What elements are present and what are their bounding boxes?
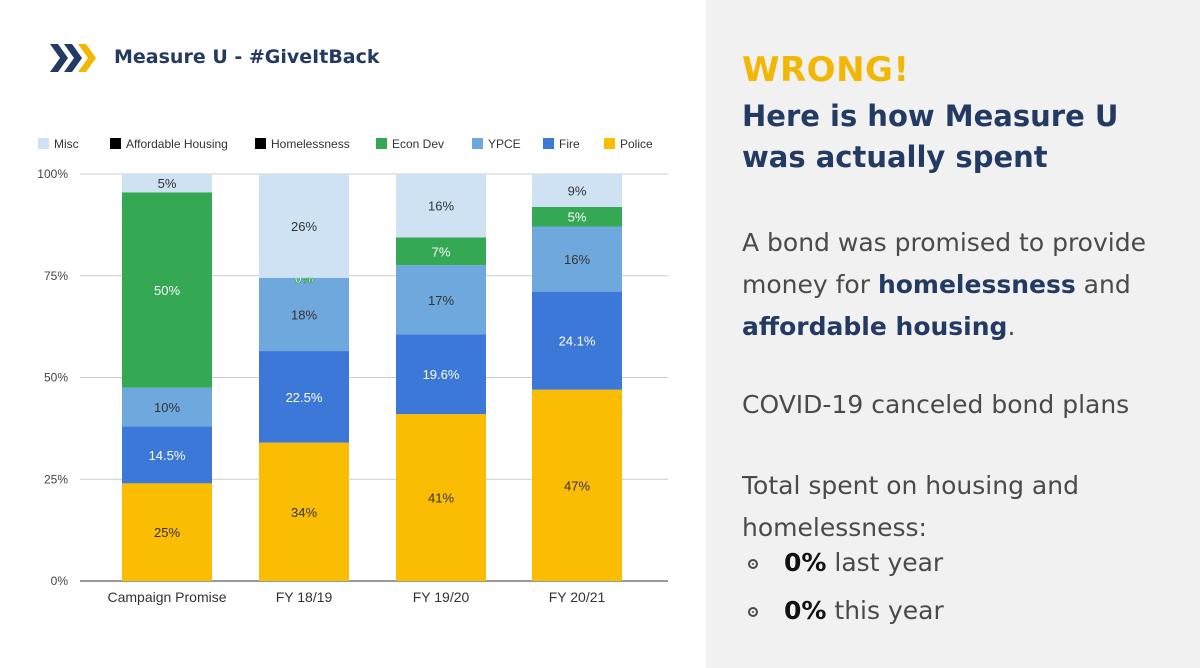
bar-segment xyxy=(532,174,622,207)
data-label: 50% xyxy=(154,283,180,298)
bar-segment xyxy=(122,387,212,427)
total-spent-paragraph: Total spent on housing and homelessness: xyxy=(742,471,1079,542)
bar-segment xyxy=(259,442,349,581)
y-tick-label: 75% xyxy=(44,269,68,283)
legend-swatch xyxy=(604,138,615,149)
bar-segment xyxy=(122,174,212,193)
bullet-this-year: 0% this year xyxy=(748,596,944,625)
bar-segment xyxy=(259,351,349,443)
bar-segment xyxy=(396,265,486,335)
data-label: 16% xyxy=(564,252,590,267)
data-label: 5% xyxy=(158,176,177,191)
legend-swatch xyxy=(543,138,554,149)
stacked-bar-chart: Misc Affordable Housing Homelessness Econ D… xyxy=(37,137,668,605)
x-tick-label: Campaign Promise xyxy=(107,589,226,605)
bullet-icon xyxy=(748,559,758,569)
bar-segment xyxy=(396,334,486,415)
bullet-icon xyxy=(748,607,758,617)
chart-panel: Measure U - #GiveItBack Misc Affordable H… xyxy=(37,44,668,605)
legend-swatch xyxy=(376,138,387,149)
chevrons-logo-icon xyxy=(50,44,96,72)
bullet-text: this year xyxy=(826,596,944,625)
promise-text-mid: and xyxy=(1075,270,1131,299)
data-label: 18% xyxy=(291,307,317,322)
x-tick-label: FY 19/20 xyxy=(413,589,470,605)
data-label: 9% xyxy=(568,183,587,198)
data-label: 26% xyxy=(291,219,317,234)
data-label: 14.5% xyxy=(149,448,186,463)
homelessness-highlight: homelessness xyxy=(877,270,1076,299)
bullet-last-year: 0% last year xyxy=(748,548,943,577)
bar-segment xyxy=(396,237,486,266)
legend-swatch xyxy=(38,138,49,149)
affordable-housing-highlight: affordable housing xyxy=(742,312,1008,341)
data-label: 7% xyxy=(432,244,451,259)
y-tick-label: 50% xyxy=(44,371,68,385)
legend-swatch xyxy=(110,138,121,149)
legend-label: Homelessness xyxy=(271,137,350,151)
bar-segment xyxy=(122,483,212,581)
y-tick-label: 0% xyxy=(51,574,69,588)
bar-segment xyxy=(532,226,622,292)
bar-segment xyxy=(532,291,622,390)
bar-segment xyxy=(259,174,349,278)
main-heading: Here is how Measure U was actually spent xyxy=(742,99,1119,174)
legend-swatch xyxy=(472,138,483,149)
y-tick-label: 25% xyxy=(44,472,68,486)
bullet-text: last year xyxy=(826,548,944,577)
bar-segment xyxy=(396,174,486,238)
bar-segment xyxy=(259,277,349,352)
legend-label: YPCE xyxy=(488,137,521,151)
data-label: 5% xyxy=(568,210,587,225)
bar-segment xyxy=(532,206,622,227)
wrong-heading: WRONG! xyxy=(742,50,910,90)
bar-segment xyxy=(532,389,622,581)
bullet-percent: 0% xyxy=(784,596,827,625)
data-label: 16% xyxy=(428,199,454,214)
data-label: 10% xyxy=(154,400,180,415)
legend-label: Police xyxy=(620,137,653,151)
bullet-percent: 0% xyxy=(784,548,827,577)
covid-paragraph: COVID-19 canceled bond plans xyxy=(742,390,1130,419)
bar-segment xyxy=(122,192,212,388)
data-label: 17% xyxy=(428,293,454,308)
data-label: 25% xyxy=(154,525,180,540)
legend-label: Affordable Housing xyxy=(126,137,228,151)
data-label: 24.1% xyxy=(559,334,596,349)
bar-segment xyxy=(396,414,486,581)
x-tick-label: FY 18/19 xyxy=(276,589,333,605)
promise-text-end: . xyxy=(1007,312,1016,341)
promise-paragraph: A bond was promised to provide money for… xyxy=(742,222,1182,348)
data-label: 19.6% xyxy=(423,367,460,382)
x-tick-label: FY 20/21 xyxy=(549,589,606,605)
header-title: Measure U - #GiveItBack xyxy=(114,46,380,68)
bar-segment xyxy=(122,426,212,484)
text-panel xyxy=(706,0,1200,668)
data-label: 22.5% xyxy=(286,390,323,405)
legend-label: Econ Dev xyxy=(392,137,444,151)
data-label: 47% xyxy=(564,478,590,493)
legend-label: Fire xyxy=(559,137,580,151)
data-label: 34% xyxy=(291,505,317,520)
legend-swatch xyxy=(255,138,266,149)
data-label: 41% xyxy=(428,491,454,506)
legend-label: Misc xyxy=(54,137,79,151)
y-tick-label: 100% xyxy=(37,167,68,181)
promise-text-start: A bond was promised to provide money for xyxy=(742,228,1146,299)
